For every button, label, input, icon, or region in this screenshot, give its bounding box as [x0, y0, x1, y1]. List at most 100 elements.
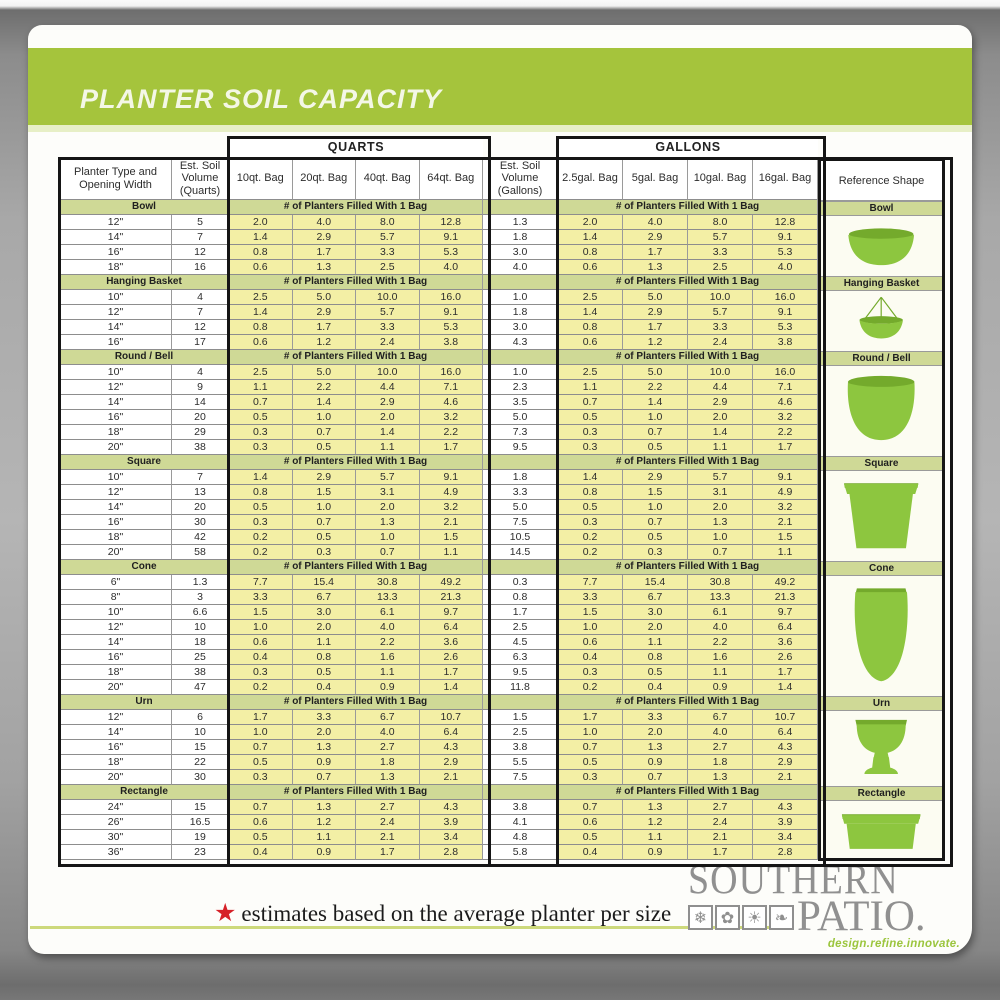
section-name-cell: Hanging Basket	[60, 275, 229, 290]
quart-fill-cell: 4.0	[356, 620, 420, 635]
table-row: 16" 17 0.6 1.2 2.4 3.8 4.3 0.6 1.2 2.4 3.8	[60, 335, 818, 350]
round-bell-icon	[821, 366, 942, 456]
quart-fill-cell: 1.0	[292, 500, 356, 515]
band-spacer-cell	[483, 200, 558, 215]
reference-section-label: Hanging Basket	[821, 276, 942, 291]
gallon-fill-cell: 9.7	[753, 605, 818, 620]
fills-header-cell: # of Planters Filled With 1 Bag	[229, 275, 483, 290]
quart-fill-cell: 0.7	[292, 425, 356, 440]
section-band-row: Rectangle # of Planters Filled With 1 Bag…	[60, 785, 818, 800]
fills-header-cell: # of Planters Filled With 1 Bag	[229, 785, 483, 800]
opening-width-cell: 10"	[60, 365, 172, 380]
gallon-fill-cell: 1.1	[688, 440, 753, 455]
gallon-fill-cell: 5.7	[688, 230, 753, 245]
logo-tagline: design.refine.innovate.	[827, 938, 960, 950]
gallon-fill-cell: 16.0	[753, 290, 818, 305]
est-soil-quarts-cell: 10	[172, 620, 229, 635]
gallon-fill-cell: 3.2	[753, 500, 818, 515]
quart-fill-cell: 16.0	[419, 365, 483, 380]
table-row: 16" 15 0.7 1.3 2.7 4.3 3.8 0.7 1.3 2.7 4.3	[60, 740, 818, 755]
table-row: 18" 29 0.3 0.7 1.4 2.2 7.3 0.3 0.7 1.4 2.2	[60, 425, 818, 440]
est-soil-gallons-cell: 9.5	[483, 665, 558, 680]
gallon-fill-cell: 0.5	[558, 410, 623, 425]
est-soil-gallons-cell: 9.5	[483, 440, 558, 455]
opening-width-cell: 16"	[60, 740, 172, 755]
reference-section-label: Cone	[821, 561, 942, 576]
table-row: 10" 7 1.4 2.9 5.7 9.1 1.8 1.4 2.9 5.7 9.1	[60, 470, 818, 485]
urn-icon	[821, 711, 942, 786]
table-row: 30" 19 0.5 1.1 2.1 3.4 4.8 0.5 1.1 2.1 3.4	[60, 830, 818, 845]
gallon-fill-cell: 2.9	[753, 755, 818, 770]
quart-fill-cell: 0.5	[229, 755, 293, 770]
quart-fill-cell: 0.7	[292, 770, 356, 785]
reference-section-label: Round / Bell	[821, 351, 942, 366]
quart-fill-cell: 10.0	[356, 290, 420, 305]
quart-fill-cell: 5.7	[356, 230, 420, 245]
opening-width-cell: 20"	[60, 680, 172, 695]
gallon-fill-cell: 3.3	[688, 245, 753, 260]
opening-width-cell: 24"	[60, 800, 172, 815]
quart-fill-cell: 5.3	[419, 245, 483, 260]
gallon-fill-cell: 10.0	[688, 290, 753, 305]
fills-header-cell: # of Planters Filled With 1 Bag	[229, 455, 483, 470]
opening-width-cell: 20"	[60, 770, 172, 785]
sun-icon: ☀	[742, 904, 767, 930]
gallon-fill-cell: 7.7	[558, 575, 623, 590]
reference-shape-body: Bowl Hanging Basket Round / Bell Square Cone…	[821, 201, 942, 858]
est-soil-gallons-cell: 1.8	[483, 230, 558, 245]
quart-fill-cell: 3.2	[419, 410, 483, 425]
quart-fill-cell: 0.5	[292, 665, 356, 680]
opening-width-cell: 30"	[60, 830, 172, 845]
section-band-row: Square # of Planters Filled With 1 Bag # o…	[60, 455, 818, 470]
quart-fill-cell: 0.4	[292, 680, 356, 695]
est-soil-quarts-cell: 15	[172, 800, 229, 815]
est-soil-gallons-cell: 1.8	[483, 305, 558, 320]
gallon-fill-cell: 0.5	[558, 830, 623, 845]
est-soil-gallons-cell: 5.8	[483, 845, 558, 860]
est-soil-gallons-cell: 4.5	[483, 635, 558, 650]
opening-width-cell: 16"	[60, 410, 172, 425]
gallon-fill-cell: 0.7	[623, 770, 688, 785]
est-soil-quarts-cell: 30	[172, 515, 229, 530]
opening-width-cell: 18"	[60, 755, 172, 770]
gallon-fill-cell: 2.2	[688, 635, 753, 650]
opening-width-cell: 36"	[60, 845, 172, 860]
reference-section-label: Bowl	[821, 201, 942, 216]
quart-fill-cell: 2.7	[356, 800, 420, 815]
gallon-fill-cell: 4.0	[688, 620, 753, 635]
quart-fill-cell: 0.9	[356, 680, 420, 695]
quart-fill-cell: 1.1	[356, 440, 420, 455]
est-soil-gallons-cell: 1.3	[483, 215, 558, 230]
table-row: 10" 4 2.5 5.0 10.0 16.0 1.0 2.5 5.0 10.0 16.0	[60, 290, 818, 305]
quart-fill-cell: 0.4	[229, 845, 293, 860]
gallon-fill-cell: 0.7	[688, 545, 753, 560]
est-soil-quarts-cell: 38	[172, 440, 229, 455]
table-row: 14" 20 0.5 1.0 2.0 3.2 5.0 0.5 1.0 2.0 3.2	[60, 500, 818, 515]
band-spacer-cell	[483, 275, 558, 290]
table-row: 14" 10 1.0 2.0 4.0 6.4 2.5 1.0 2.0 4.0 6.4	[60, 725, 818, 740]
quart-fill-cell: 2.0	[356, 410, 420, 425]
logo-word-southern: SOUTHERN	[688, 857, 899, 904]
quart-fill-cell: 1.1	[292, 635, 356, 650]
est-soil-gallons-cell: 7.3	[483, 425, 558, 440]
quart-fill-cell: 6.4	[419, 725, 483, 740]
gallon-fill-cell: 6.7	[688, 710, 753, 725]
gallon-fill-cell: 1.3	[688, 515, 753, 530]
quart-fill-cell: 0.2	[229, 530, 293, 545]
opening-width-cell: 18"	[60, 665, 172, 680]
section-band-row: Urn # of Planters Filled With 1 Bag # of P…	[60, 695, 818, 710]
gallon-fill-cell: 1.4	[753, 680, 818, 695]
quart-fill-cell: 2.5	[229, 290, 293, 305]
gallon-fill-cell: 5.7	[688, 305, 753, 320]
quart-fill-cell: 2.4	[356, 815, 420, 830]
quart-fill-cell: 5.3	[419, 320, 483, 335]
est-soil-gallons-cell: 3.5	[483, 395, 558, 410]
gallon-fill-cell: 0.6	[558, 815, 623, 830]
opening-width-cell: 12"	[60, 305, 172, 320]
quart-fill-cell: 0.5	[292, 530, 356, 545]
footnote: ★ estimates based on the average planter …	[214, 898, 671, 927]
quart-fill-cell: 2.2	[292, 380, 356, 395]
gallon-fill-cell: 1.7	[558, 710, 623, 725]
fills-header-cell: # of Planters Filled With 1 Bag	[558, 455, 818, 470]
bag-header-2-5gal: 2.5gal. Bag	[558, 158, 623, 200]
